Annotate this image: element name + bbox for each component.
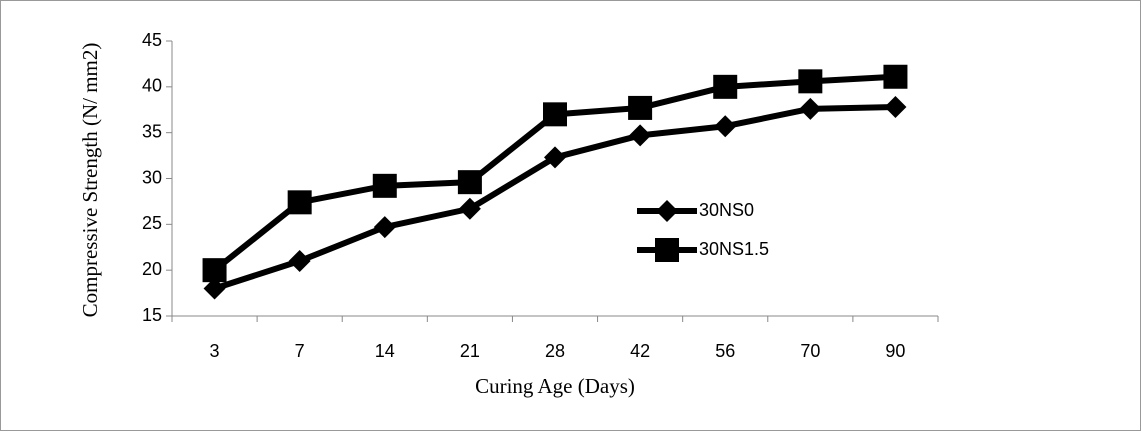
y-tick-label: 20 [142, 259, 162, 279]
series-marker [457, 170, 482, 195]
series-marker [884, 96, 907, 118]
y-tick-label: 40 [142, 76, 162, 96]
series-marker [458, 197, 481, 220]
series-marker [372, 173, 397, 198]
series-marker [543, 102, 567, 127]
series-marker [287, 190, 312, 215]
x-tick-label: 3 [210, 341, 220, 361]
series-marker [373, 216, 396, 239]
legend-label: 30NS0 [699, 200, 754, 220]
x-tick-label: 56 [715, 341, 735, 361]
x-axis-title: Curing Age (Days) [475, 374, 635, 398]
x-tick-label: 70 [800, 341, 820, 361]
legend-marker [656, 200, 678, 222]
x-tick-label: 21 [460, 341, 480, 361]
legend-label: 30NS1.5 [699, 239, 769, 259]
series-marker [798, 69, 823, 94]
series-marker [713, 74, 738, 99]
series-marker [288, 250, 311, 272]
series-marker [714, 115, 737, 138]
y-tick-label: 15 [142, 305, 162, 325]
legend-marker [655, 238, 679, 262]
x-tick-label: 7 [295, 341, 305, 361]
y-tick-label: 30 [142, 167, 162, 187]
series-marker [202, 258, 227, 283]
x-tick-label: 42 [630, 341, 650, 361]
y-tick-label: 45 [142, 30, 162, 50]
series-marker [883, 64, 908, 89]
x-tick-label: 90 [885, 341, 905, 361]
series-marker [629, 124, 652, 147]
y-tick-label: 35 [142, 121, 162, 141]
series-marker [799, 97, 822, 120]
series-marker [628, 95, 653, 120]
y-tick-label: 25 [142, 213, 162, 233]
x-tick-label: 28 [545, 341, 565, 361]
series-marker [203, 277, 226, 300]
series-marker [544, 146, 566, 169]
y-axis-title: Compressive Strength (N/ mm2) [78, 43, 102, 318]
x-tick-label: 14 [375, 341, 395, 361]
